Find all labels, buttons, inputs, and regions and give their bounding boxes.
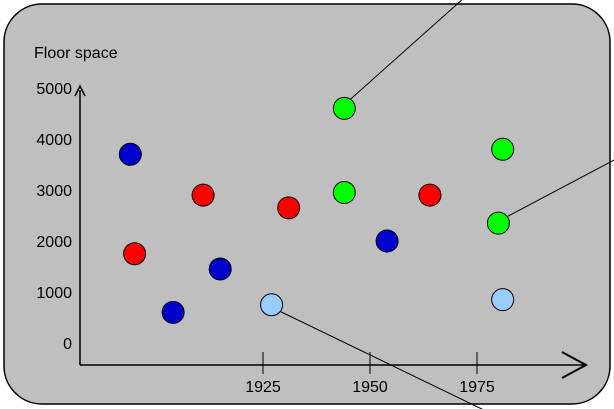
data-point (191, 183, 215, 207)
data-point (332, 96, 356, 120)
y-tick-label: 3000 (36, 183, 72, 200)
callout-line-right (496, 159, 614, 223)
background-panel (3, 3, 611, 405)
y-tick-label: 2000 (36, 234, 72, 251)
x-tick-label: 1925 (245, 379, 281, 396)
data-point (208, 257, 232, 281)
y-tick-label: 4000 (36, 132, 72, 149)
y-tick-label: 0 (63, 336, 72, 353)
data-point (123, 242, 147, 266)
y-axis-title: Floor space (34, 45, 118, 62)
y-axis-arrowhead (74, 84, 86, 97)
data-point (260, 293, 284, 317)
x-tick-label: 1950 (352, 379, 388, 396)
y-tick-label: 1000 (36, 285, 72, 302)
x-tick-label: 1975 (459, 379, 495, 396)
data-point (486, 211, 510, 235)
callout-line-top (343, 0, 463, 106)
data-point (375, 229, 399, 253)
callout-line-bottom (270, 306, 483, 409)
data-point (491, 137, 515, 161)
data-point (118, 142, 142, 166)
data-point (418, 183, 442, 207)
data-point (491, 288, 515, 312)
data-points (118, 96, 515, 324)
data-point (277, 196, 301, 220)
axis-ticks: 1925 1950 1975 0 1000 2000 3000 4000 5000 (36, 81, 494, 396)
x-axis-arrowhead (561, 351, 589, 379)
data-point (161, 300, 185, 324)
y-tick-label: 5000 (36, 81, 72, 98)
data-point (332, 181, 356, 205)
